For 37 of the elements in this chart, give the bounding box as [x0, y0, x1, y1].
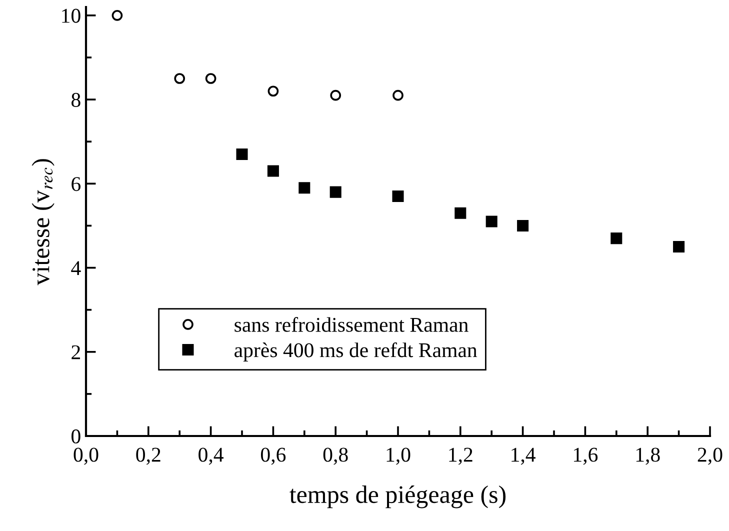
x-tick-label: 1,0 [386, 448, 410, 465]
y-tick-label: 4 [71, 261, 81, 275]
point [205, 73, 216, 84]
point [486, 216, 498, 228]
x-tick-label: 1,2 [449, 448, 472, 465]
y-tick-label: 8 [72, 92, 80, 107]
point [174, 73, 186, 84]
y-tick-label: 2 [72, 345, 80, 360]
point [268, 86, 279, 97]
point [610, 232, 622, 244]
y-axis-title: vitesse (v$_{rec}$) [32, 159, 54, 286]
x-tick-label: 2,0 [698, 448, 722, 465]
y-tick-label: 10 [62, 8, 80, 23]
x-tick-label: 0,0 [74, 448, 98, 465]
point [330, 186, 342, 198]
x-tick-label: 0,2 [136, 448, 160, 465]
x-tick-label: 0,8 [323, 448, 348, 465]
point [392, 90, 404, 101]
x-tick-label: 0,4 [198, 448, 224, 465]
point [454, 207, 466, 219]
point [392, 190, 404, 202]
point [267, 165, 279, 177]
x-tick-label: 1,4 [512, 448, 536, 465]
y-tick-label: 6 [72, 177, 81, 192]
x-tick-label: 0,6 [260, 448, 286, 465]
point [517, 220, 529, 232]
point [112, 10, 123, 21]
point [330, 90, 342, 101]
point [236, 148, 248, 160]
legend-label: après 400 ms de refdt Raman [234, 342, 478, 362]
point [673, 240, 685, 252]
y-tick-label: 0 [72, 429, 80, 444]
legend-label: sans refroidissement Raman [234, 317, 468, 332]
x-tick-label: 1,8 [636, 448, 660, 465]
x-axis-title: temps de piégeage (s) [290, 485, 506, 508]
point [298, 182, 310, 194]
x-tick-label: 1,6 [574, 448, 598, 465]
